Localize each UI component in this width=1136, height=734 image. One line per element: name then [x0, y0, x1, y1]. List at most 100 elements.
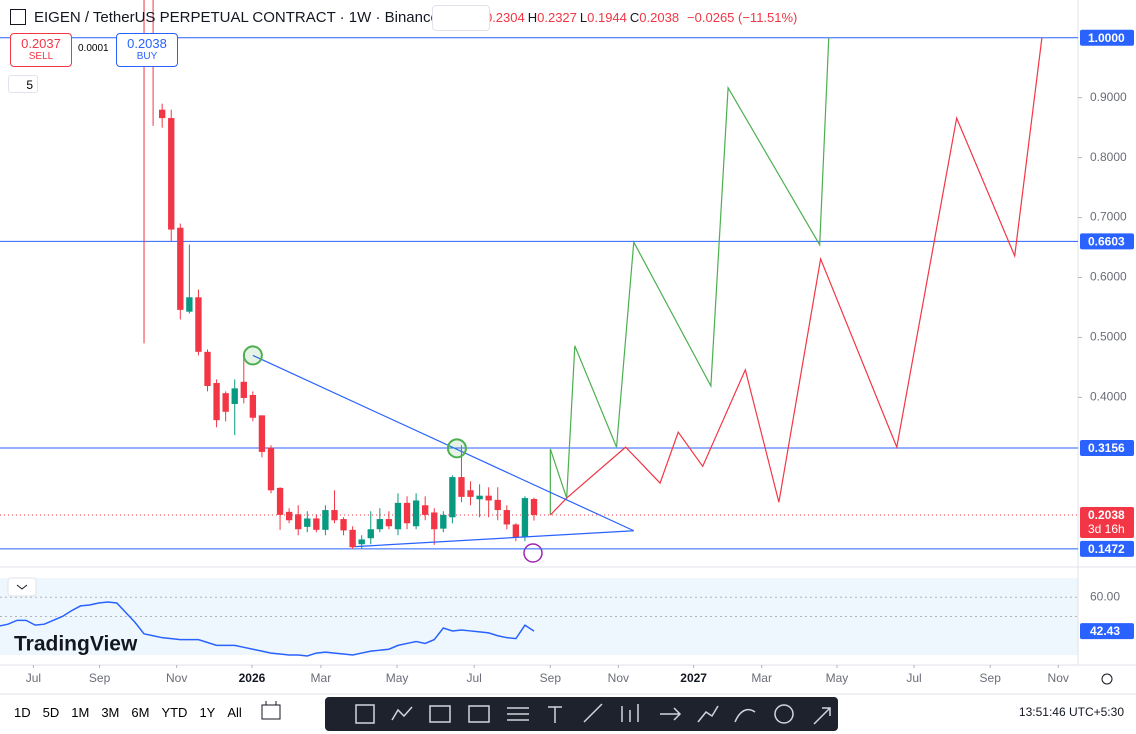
symbol-title[interactable]: EIGEN / TetherUS PERPETUAL CONTRACT · 1W…: [34, 8, 439, 26]
level-label: 0.1472: [1088, 542, 1125, 556]
y-tick-label: 0.9000: [1090, 90, 1127, 104]
y-tick-label: 0.7000: [1090, 210, 1127, 224]
icon[interactable]: [774, 704, 794, 724]
level-label: 0.3156: [1088, 441, 1125, 455]
drawing-line: [549, 37, 830, 516]
event-icon: [523, 543, 543, 563]
candle-body: [249, 394, 257, 418]
candle-body: [195, 297, 202, 352]
period[interactable]: 5D: [42, 705, 60, 720]
candle-body: [267, 447, 275, 491]
icon[interactable]: [429, 705, 451, 723]
candle-body: [322, 510, 329, 530]
x-tick-label: Jul: [906, 671, 921, 685]
candle-body: [177, 227, 184, 310]
candle-body: [431, 512, 438, 530]
rsi-last-label: 42.43: [1090, 624, 1120, 638]
period[interactable]: 6M: [131, 705, 150, 720]
candle-body: [213, 382, 220, 421]
ohlc-key: C: [629, 9, 640, 25]
ohlc-value: 0.1944: [587, 9, 627, 25]
candle-body: [168, 118, 175, 230]
period[interactable]: 1M: [71, 705, 90, 720]
candle-body: [158, 109, 166, 119]
period-buttons: 1D 5D 1M 3M 6M YTD 1Y All: [14, 705, 242, 720]
candle-body: [376, 519, 384, 530]
sell-button[interactable]: 0.2037 SELL: [10, 33, 72, 67]
buy-button[interactable]: 0.2038 BUY: [116, 33, 178, 67]
candle-body: [485, 495, 492, 501]
candle-body: [240, 381, 247, 398]
y-tick-label: 0.5000: [1090, 330, 1127, 344]
collapse-button[interactable]: [7, 577, 37, 597]
ohlc-value: 0.2038: [639, 9, 680, 25]
x-tick-label: Jul: [26, 671, 41, 685]
candle-body: [449, 477, 456, 518]
rsi-band: [0, 578, 1078, 655]
period[interactable]: All: [227, 705, 242, 720]
candle-body: [503, 510, 510, 525]
candle-body: [222, 393, 229, 412]
level-label: 0.6603: [1088, 235, 1125, 249]
level-label-box: [1080, 439, 1134, 456]
drawing-line: [252, 354, 635, 548]
ohlc-key: L: [579, 9, 588, 25]
candle-body: [204, 351, 211, 386]
candle-body: [295, 514, 302, 530]
y-tick-label: 0.6000: [1090, 270, 1127, 284]
candle-body: [530, 499, 538, 515]
icon[interactable]: [507, 707, 529, 721]
icon[interactable]: [697, 705, 719, 723]
rsi-line: [0, 601, 535, 657]
x-tick-label: Nov: [1048, 671, 1069, 685]
level-label: 1.0000: [1088, 31, 1125, 45]
icon[interactable]: [355, 704, 375, 724]
logo: TradingView: [14, 633, 138, 656]
icon[interactable]: [548, 706, 562, 723]
candle-body: [349, 529, 356, 548]
level-label-box: [1080, 540, 1134, 557]
candle-body: [494, 499, 501, 511]
indicator-toggle[interactable]: 5: [8, 75, 38, 93]
candle-body: [331, 510, 338, 521]
settings-icon[interactable]: [1101, 673, 1113, 685]
icon[interactable]: [583, 703, 603, 723]
candle-body: [285, 511, 293, 521]
icon[interactable]: [660, 707, 682, 721]
icon[interactable]: [621, 704, 639, 722]
candle-body: [313, 518, 320, 530]
ohlc-key: H: [527, 9, 538, 25]
candle-body: [186, 297, 193, 312]
spacer: [0, 0, 1136, 1]
icon[interactable]: [391, 706, 413, 721]
candle-body: [258, 415, 266, 452]
candle-body: [340, 519, 347, 531]
candle-body: [476, 495, 483, 500]
candle-body: [458, 477, 465, 497]
period[interactable]: 3M: [101, 705, 120, 720]
x-tick-label: Nov: [166, 671, 187, 685]
calendar-icon[interactable]: [261, 701, 281, 720]
period[interactable]: 1Y: [199, 705, 216, 720]
candle-body: [367, 529, 374, 539]
x-tick-label: 2026: [239, 671, 266, 685]
icon[interactable]: [734, 708, 756, 723]
y-tick-label: 0.8000: [1090, 150, 1127, 164]
period[interactable]: 1D: [14, 705, 31, 720]
drawing-toolbar: [325, 697, 838, 731]
x-tick-label: May: [386, 671, 409, 685]
candle-body: [422, 505, 429, 515]
change: −0.0265 (−11.51%): [687, 9, 798, 25]
period[interactable]: YTD: [161, 705, 188, 720]
level-label-box: [1080, 233, 1134, 250]
drawing-line: [549, 37, 1043, 516]
legend-buttons[interactable]: [432, 5, 490, 31]
ohlc-item: L0.1944: [580, 10, 627, 25]
x-tick-label: Sep: [980, 671, 1002, 685]
x-tick-label: Sep: [540, 671, 562, 685]
icon[interactable]: [468, 705, 490, 723]
x-tick-label: Sep: [89, 671, 111, 685]
icon[interactable]: [813, 707, 831, 725]
candle-body: [440, 514, 447, 529]
